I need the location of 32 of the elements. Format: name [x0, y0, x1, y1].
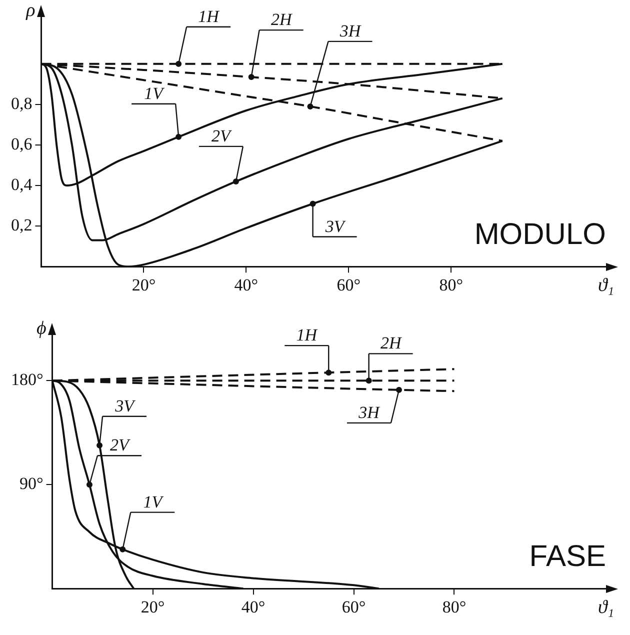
- y-tick-label: 180°: [10, 370, 44, 390]
- annotation: 3H: [338, 21, 362, 40]
- annotation: 1V: [143, 492, 165, 512]
- x-tick-label: 40°: [241, 597, 266, 616]
- annotation: 1H: [198, 6, 221, 26]
- y-tick-label: 0,6: [11, 134, 32, 154]
- x-tick-label: 80°: [439, 275, 464, 294]
- y-axis-title: ϕ: [36, 318, 46, 339]
- text: MODULO: [474, 218, 606, 251]
- x-tick-label: 20°: [140, 597, 165, 616]
- x-tick-label: 60°: [336, 275, 361, 294]
- annotation: 1H: [296, 326, 319, 345]
- annotation: 2V: [110, 436, 132, 455]
- annotation: 2H: [380, 334, 403, 353]
- y-tick-label: 90°: [19, 474, 44, 494]
- x-tick-label: 40°: [234, 275, 258, 294]
- annotation: 3V: [114, 396, 137, 416]
- annotation: 3H: [358, 402, 382, 422]
- annotation: 2V: [212, 126, 234, 146]
- x-tick-label: 20°: [132, 275, 156, 294]
- y-tick-label: 0,8: [11, 94, 32, 113]
- text: FASE: [529, 540, 606, 573]
- x-tick-label: 80°: [442, 597, 466, 616]
- x-axis-title: ϑ₁: [598, 597, 614, 618]
- annotation: 3V: [324, 216, 347, 236]
- x-axis-title: ϑ₁: [598, 275, 614, 296]
- y-tick-label: 0,4: [11, 174, 33, 194]
- annotation: 1V: [144, 84, 166, 103]
- x-tick-label: 60°: [342, 597, 366, 616]
- annotation: 2H: [270, 10, 294, 30]
- y-axis-title: ρ: [25, 0, 36, 22]
- y-tick-label: 0,2: [11, 216, 32, 235]
